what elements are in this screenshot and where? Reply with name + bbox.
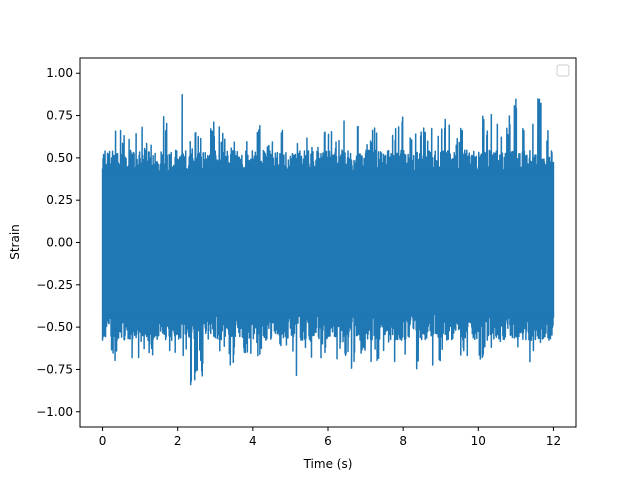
y-tick-label: −0.75 [36, 362, 73, 376]
x-tick-label: 6 [324, 434, 332, 448]
y-tick-label: 0.25 [46, 193, 73, 207]
x-axis-label: Time (s) [303, 457, 353, 471]
legend-box [556, 64, 570, 77]
y-axis: −1.00 −0.75 −0.50 −0.25 0.00 0.25 0.50 0.75 1.00 [36, 66, 80, 419]
y-tick-label: 1.00 [46, 66, 73, 80]
x-tick-label: 10 [471, 434, 486, 448]
x-tick-label: 12 [546, 434, 561, 448]
x-axis: 0 2 4 6 8 10 12 [99, 427, 561, 448]
plot-area [101, 93, 555, 386]
x-tick-label: 0 [99, 434, 107, 448]
x-tick-label: 4 [249, 434, 257, 448]
y-tick-label: −1.00 [36, 405, 73, 419]
signal-dense-band [102, 173, 554, 316]
y-tick-label: 0.50 [46, 151, 73, 165]
y-axis-label: Strain [8, 224, 22, 260]
y-tick-label: 0.00 [46, 236, 73, 250]
y-tick-label: −0.50 [36, 320, 73, 334]
x-tick-label: 2 [174, 434, 182, 448]
y-tick-label: 0.75 [46, 109, 73, 123]
x-tick-label: 8 [399, 434, 407, 448]
y-tick-label: −0.25 [36, 278, 73, 292]
